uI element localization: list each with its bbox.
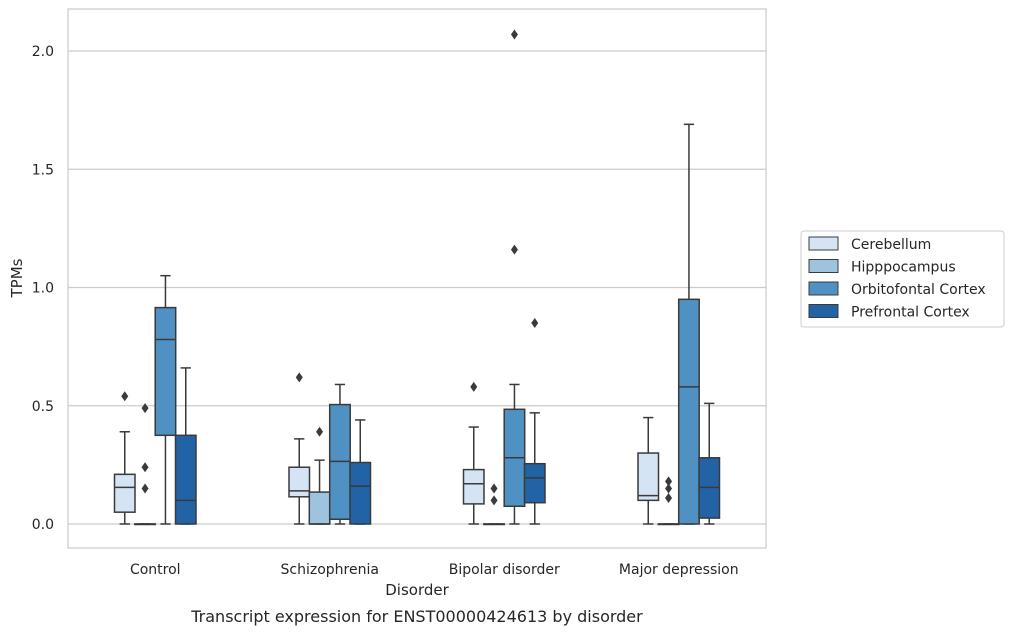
box-major-depression-1 <box>637 416 660 525</box>
flier-point <box>141 462 149 473</box>
x-tick-label: Major depression <box>619 562 739 578</box>
legend-swatch <box>808 281 839 296</box>
box-control-2 <box>134 403 157 526</box>
box-body <box>637 452 660 502</box>
box-control-1 <box>113 391 136 525</box>
box-major-depression-3 <box>677 123 700 525</box>
flier-point <box>665 483 673 494</box>
x-tick-label: Control <box>130 562 181 578</box>
box-body <box>288 466 311 498</box>
box-schizophrenia-2 <box>308 426 331 525</box>
x-tick-label: Bipolar disorder <box>449 562 560 578</box>
x-tick-labels: Control Schizophrenia Bipolar disorder Majo… <box>130 562 739 578</box>
box-body <box>349 461 372 525</box>
y-tick-label: 0.0 <box>32 517 54 533</box>
box-body <box>308 491 331 525</box>
y-tick-labels: 0.0 0.5 1.0 1.5 2.0 <box>32 44 54 533</box>
box-body <box>174 434 197 525</box>
box-bipolar-disorder-4 <box>523 317 546 525</box>
legend-swatch <box>808 259 839 273</box>
flier-point <box>490 483 498 494</box>
y-tick-label: 0.5 <box>32 399 54 415</box>
gridlines <box>68 50 766 525</box>
box-major-depression-2 <box>657 476 680 526</box>
flier-point <box>510 244 518 255</box>
box-control-3 <box>154 274 177 525</box>
flier-point <box>141 483 149 494</box>
box-bipolar-disorder-3 <box>503 29 526 525</box>
legend-swatch <box>808 236 839 251</box>
flier-point <box>121 391 129 402</box>
boxes <box>113 29 721 526</box>
box-body <box>677 298 700 525</box>
y-axis-label: TPMs <box>8 258 26 298</box>
y-tick-label: 2.0 <box>32 44 54 60</box>
y-tick-label: 1.0 <box>32 281 54 297</box>
y-tick-label: 1.5 <box>32 162 54 178</box>
box-bipolar-disorder-2 <box>483 483 506 526</box>
flier-point <box>510 29 518 40</box>
legend-label: Prefrontal Cortex <box>851 305 970 321</box>
legend-label: Hipppocampus <box>851 260 956 276</box>
box-schizophrenia-4 <box>349 419 372 525</box>
flier-point <box>490 495 498 506</box>
x-tick-label: Schizophrenia <box>281 562 379 578</box>
legend: Cerebellum Hipppocampus Orbitofontal Corte… <box>800 230 1005 328</box>
legend-frame <box>800 230 1005 328</box>
box-schizophrenia-1 <box>288 372 311 525</box>
chart-caption: Transcript expression for ENST0000042461… <box>190 607 643 626</box>
legend-swatch <box>808 304 839 318</box>
flier-point <box>665 492 673 503</box>
box-control-4 <box>174 367 197 525</box>
legend-label: Orbitofontal Cortex <box>851 282 986 298</box>
flier-point <box>141 403 149 414</box>
box-schizophrenia-3 <box>328 383 351 525</box>
flier-point <box>470 381 478 392</box>
box-body <box>462 468 485 505</box>
box-bipolar-disorder-1 <box>462 381 485 525</box>
flier-point <box>665 476 673 487</box>
box-major-depression-4 <box>698 402 721 525</box>
plot-frame <box>67 8 767 549</box>
box-body <box>523 462 546 504</box>
flier-point <box>316 426 324 437</box>
flier-point <box>531 317 539 328</box>
flier-point <box>295 372 303 383</box>
legend-label: Cerebellum <box>851 237 931 253</box>
box-body <box>154 306 177 437</box>
x-axis-label: Disorder <box>385 581 449 599</box>
box-body <box>113 473 136 513</box>
